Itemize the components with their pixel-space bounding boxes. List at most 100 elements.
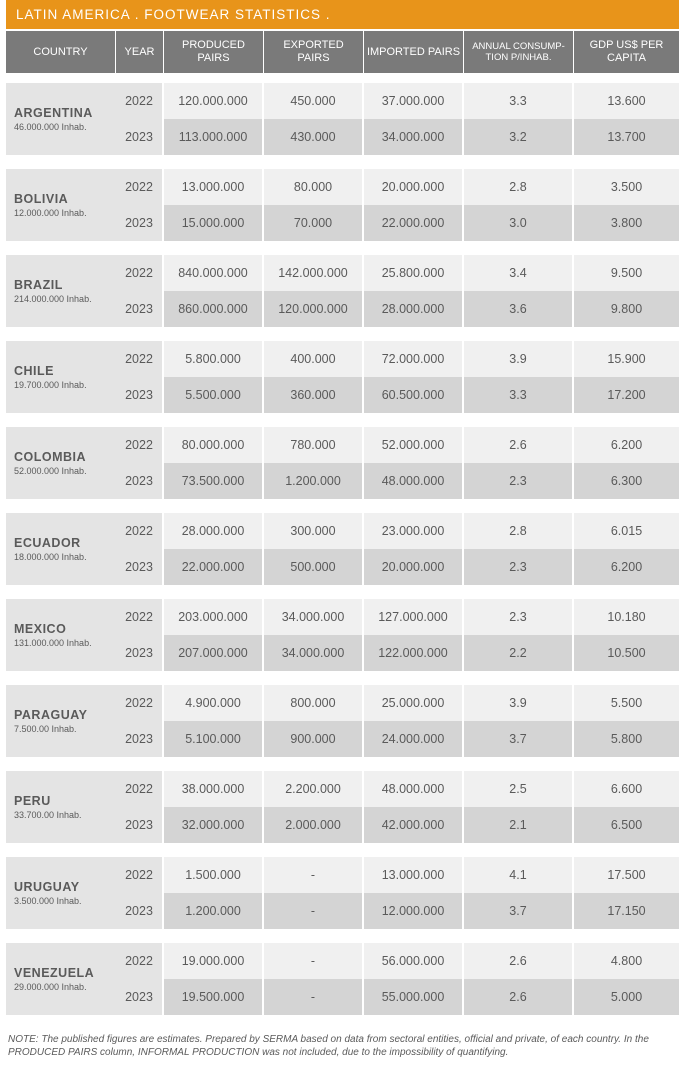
- produced-cell: 32.000.000: [164, 807, 264, 843]
- header-gdp: GDP US$ PER CAPITA: [574, 31, 679, 73]
- produced-cell: 113.000.000: [164, 119, 264, 155]
- produced-cell: 19.000.000: [164, 943, 264, 979]
- gdp-cell: 6.015: [574, 513, 679, 549]
- consumption-cell: 2.3: [464, 463, 574, 499]
- exported-cell: 500.000: [264, 549, 364, 585]
- gdp-cell: 13.700: [574, 119, 679, 155]
- gdp-cell: 3.500: [574, 169, 679, 205]
- exported-cell: 142.000.000: [264, 255, 364, 291]
- year-cell: 2023: [116, 979, 164, 1015]
- country-box: VENEZUELA29.000.000 Inhab.: [6, 943, 116, 1015]
- exported-cell: 300.000: [264, 513, 364, 549]
- imported-cell: 48.000.000: [364, 771, 464, 807]
- produced-cell: 4.900.000: [164, 685, 264, 721]
- consumption-cell: 2.2: [464, 635, 574, 671]
- imported-cell: 13.000.000: [364, 857, 464, 893]
- year-cell: 2023: [116, 377, 164, 413]
- table-row: 2022120.000.000450.00037.000.0003.313.60…: [116, 83, 679, 119]
- imported-cell: 72.000.000: [364, 341, 464, 377]
- consumption-cell: 3.7: [464, 721, 574, 757]
- country-group: BRAZIL214.000.000 Inhab.2022840.000.0001…: [6, 255, 679, 327]
- gdp-cell: 6.200: [574, 427, 679, 463]
- year-cell: 2022: [116, 857, 164, 893]
- table-row: 20235.100.000900.00024.000.0003.75.800: [116, 721, 679, 757]
- table-row: 202219.000.000-56.000.0002.64.800: [116, 943, 679, 979]
- consumption-cell: 3.6: [464, 291, 574, 327]
- gdp-cell: 9.800: [574, 291, 679, 327]
- exported-cell: 34.000.000: [264, 599, 364, 635]
- header-year: YEAR: [116, 31, 164, 73]
- country-group: ARGENTINA 46.000.000 Inhab. 2022120.000.00…: [6, 83, 679, 155]
- consumption-cell: 2.6: [464, 979, 574, 1015]
- produced-cell: 5.500.000: [164, 377, 264, 413]
- produced-cell: 19.500.000: [164, 979, 264, 1015]
- consumption-cell: 2.6: [464, 943, 574, 979]
- table-row: 2023860.000.000120.000.00028.000.0003.69…: [116, 291, 679, 327]
- gdp-cell: 5.500: [574, 685, 679, 721]
- produced-cell: 120.000.000: [164, 83, 264, 119]
- year-cell: 2022: [116, 169, 164, 205]
- imported-cell: 34.000.000: [364, 119, 464, 155]
- consumption-cell: 3.0: [464, 205, 574, 241]
- footnote: NOTE: The published figures are estimate…: [6, 1029, 679, 1059]
- consumption-cell: 3.3: [464, 377, 574, 413]
- imported-cell: 37.000.000: [364, 83, 464, 119]
- exported-cell: 2.000.000: [264, 807, 364, 843]
- imported-cell: 23.000.000: [364, 513, 464, 549]
- table-row: 20225.800.000400.00072.000.0003.915.900: [116, 341, 679, 377]
- country-inhab: 18.000.000 Inhab.: [14, 552, 108, 562]
- table-row: 20221.500.000-13.000.0004.117.500: [116, 857, 679, 893]
- exported-cell: -: [264, 943, 364, 979]
- year-cell: 2022: [116, 943, 164, 979]
- country-name: ARGENTINA: [14, 106, 108, 120]
- table-row: 20231.200.000-12.000.0003.717.150: [116, 893, 679, 929]
- table-row: 202315.000.00070.00022.000.0003.03.800: [116, 205, 679, 241]
- country-box: CHILE19.700.000 Inhab.: [6, 341, 116, 413]
- imported-cell: 60.500.000: [364, 377, 464, 413]
- year-cell: 2022: [116, 599, 164, 635]
- produced-cell: 1.500.000: [164, 857, 264, 893]
- produced-cell: 5.100.000: [164, 721, 264, 757]
- imported-cell: 48.000.000: [364, 463, 464, 499]
- imported-cell: 12.000.000: [364, 893, 464, 929]
- table-row: 2022203.000.00034.000.000127.000.0002.31…: [116, 599, 679, 635]
- imported-cell: 20.000.000: [364, 549, 464, 585]
- produced-cell: 15.000.000: [164, 205, 264, 241]
- consumption-cell: 3.9: [464, 341, 574, 377]
- gdp-cell: 10.180: [574, 599, 679, 635]
- consumption-cell: 4.1: [464, 857, 574, 893]
- country-name: PARAGUAY: [14, 708, 108, 722]
- year-cell: 2023: [116, 291, 164, 327]
- country-inhab: 12.000.000 Inhab.: [14, 208, 108, 218]
- header-produced: PRODUCED PAIRS: [164, 31, 264, 73]
- year-cell: 2022: [116, 513, 164, 549]
- country-name: PERU: [14, 794, 108, 808]
- exported-cell: 450.000: [264, 83, 364, 119]
- country-inhab: 19.700.000 Inhab.: [14, 380, 108, 390]
- table-row: 202228.000.000300.00023.000.0002.86.015: [116, 513, 679, 549]
- country-inhab: 46.000.000 Inhab.: [14, 122, 108, 132]
- imported-cell: 24.000.000: [364, 721, 464, 757]
- header-country: COUNTRY: [6, 31, 116, 73]
- year-cell: 2022: [116, 685, 164, 721]
- country-name: URUGUAY: [14, 880, 108, 894]
- gdp-cell: 5.800: [574, 721, 679, 757]
- country-box: URUGUAY3.500.000 Inhab.: [6, 857, 116, 929]
- year-cell: 2022: [116, 83, 164, 119]
- country-name: VENEZUELA: [14, 966, 108, 980]
- year-cell: 2023: [116, 119, 164, 155]
- table-row: 202238.000.0002.200.00048.000.0002.56.60…: [116, 771, 679, 807]
- country-group: ECUADOR18.000.000 Inhab.202228.000.00030…: [6, 513, 679, 585]
- year-cell: 2022: [116, 255, 164, 291]
- exported-cell: 900.000: [264, 721, 364, 757]
- table-title: LATIN AMERICA . FOOTWEAR STATISTICS .: [6, 0, 679, 29]
- country-name: COLOMBIA: [14, 450, 108, 464]
- country-group: COLOMBIA52.000.000 Inhab.202280.000.0007…: [6, 427, 679, 499]
- imported-cell: 20.000.000: [364, 169, 464, 205]
- imported-cell: 25.800.000: [364, 255, 464, 291]
- table-row: 202280.000.000780.00052.000.0002.66.200: [116, 427, 679, 463]
- country-inhab: 214.000.000 Inhab.: [14, 294, 108, 304]
- exported-cell: -: [264, 893, 364, 929]
- country-group: CHILE19.700.000 Inhab.20225.800.000400.0…: [6, 341, 679, 413]
- country-box: PARAGUAY7.500.00 Inhab.: [6, 685, 116, 757]
